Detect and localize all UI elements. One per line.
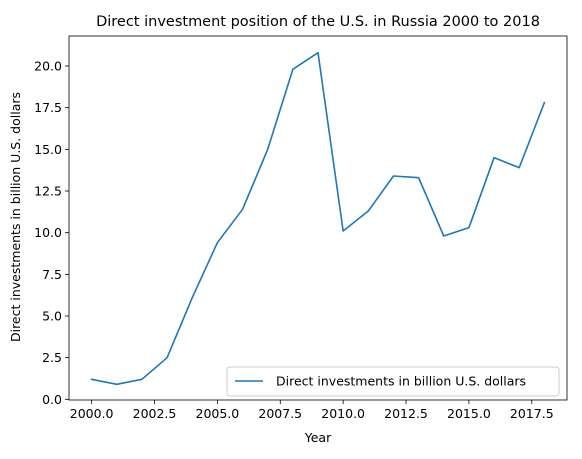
legend: Direct investments in billion U.S. dolla… (226, 366, 560, 397)
plot-frame (68, 35, 568, 401)
x-axis-ticks: 2000.0 2002.5 2005.0 2007.5 2010.0 2012.5 2015… (70, 400, 554, 421)
x-tick-label: 2015.0 (447, 406, 491, 421)
y-tick-label: 17.5 (34, 100, 62, 115)
x-tick-label: 2002.5 (133, 406, 177, 421)
x-tick-label: 2017.5 (510, 406, 554, 421)
y-tick-label: 12.5 (34, 184, 62, 199)
x-tick-label: 2000.0 (70, 406, 114, 421)
chart-title: Direct investment position of the U.S. i… (96, 14, 540, 30)
x-axis-label: Year (304, 430, 332, 445)
y-axis-label: Direct investments in billion U.S. dolla… (8, 92, 23, 342)
plot-area: 2000.0 2002.5 2005.0 2007.5 2010.0 2012.5 2015… (34, 35, 568, 421)
series-lines (90, 51, 546, 386)
x-tick-label: 2005.0 (196, 406, 240, 421)
y-tick-label: 2.5 (42, 350, 62, 365)
x-tick-label: 2007.5 (258, 406, 302, 421)
legend-entry-label: Direct investments in billion U.S. dolla… (276, 374, 526, 389)
y-axis-ticks: 0.0 2.5 5.0 7.5 10.0 12.5 15.0 17.5 20.0 (34, 59, 69, 407)
y-tick-label: 20.0 (34, 59, 62, 74)
x-tick-label: 2010.0 (321, 406, 365, 421)
x-tick-label: 2012.5 (384, 406, 428, 421)
series-line (90, 51, 546, 386)
y-tick-label: 7.5 (42, 267, 62, 282)
y-tick-label: 15.0 (34, 142, 62, 157)
y-tick-label: 0.0 (42, 392, 62, 407)
legend-box (226, 366, 560, 397)
y-tick-label: 10.0 (34, 225, 62, 240)
y-tick-label: 5.0 (42, 309, 62, 324)
